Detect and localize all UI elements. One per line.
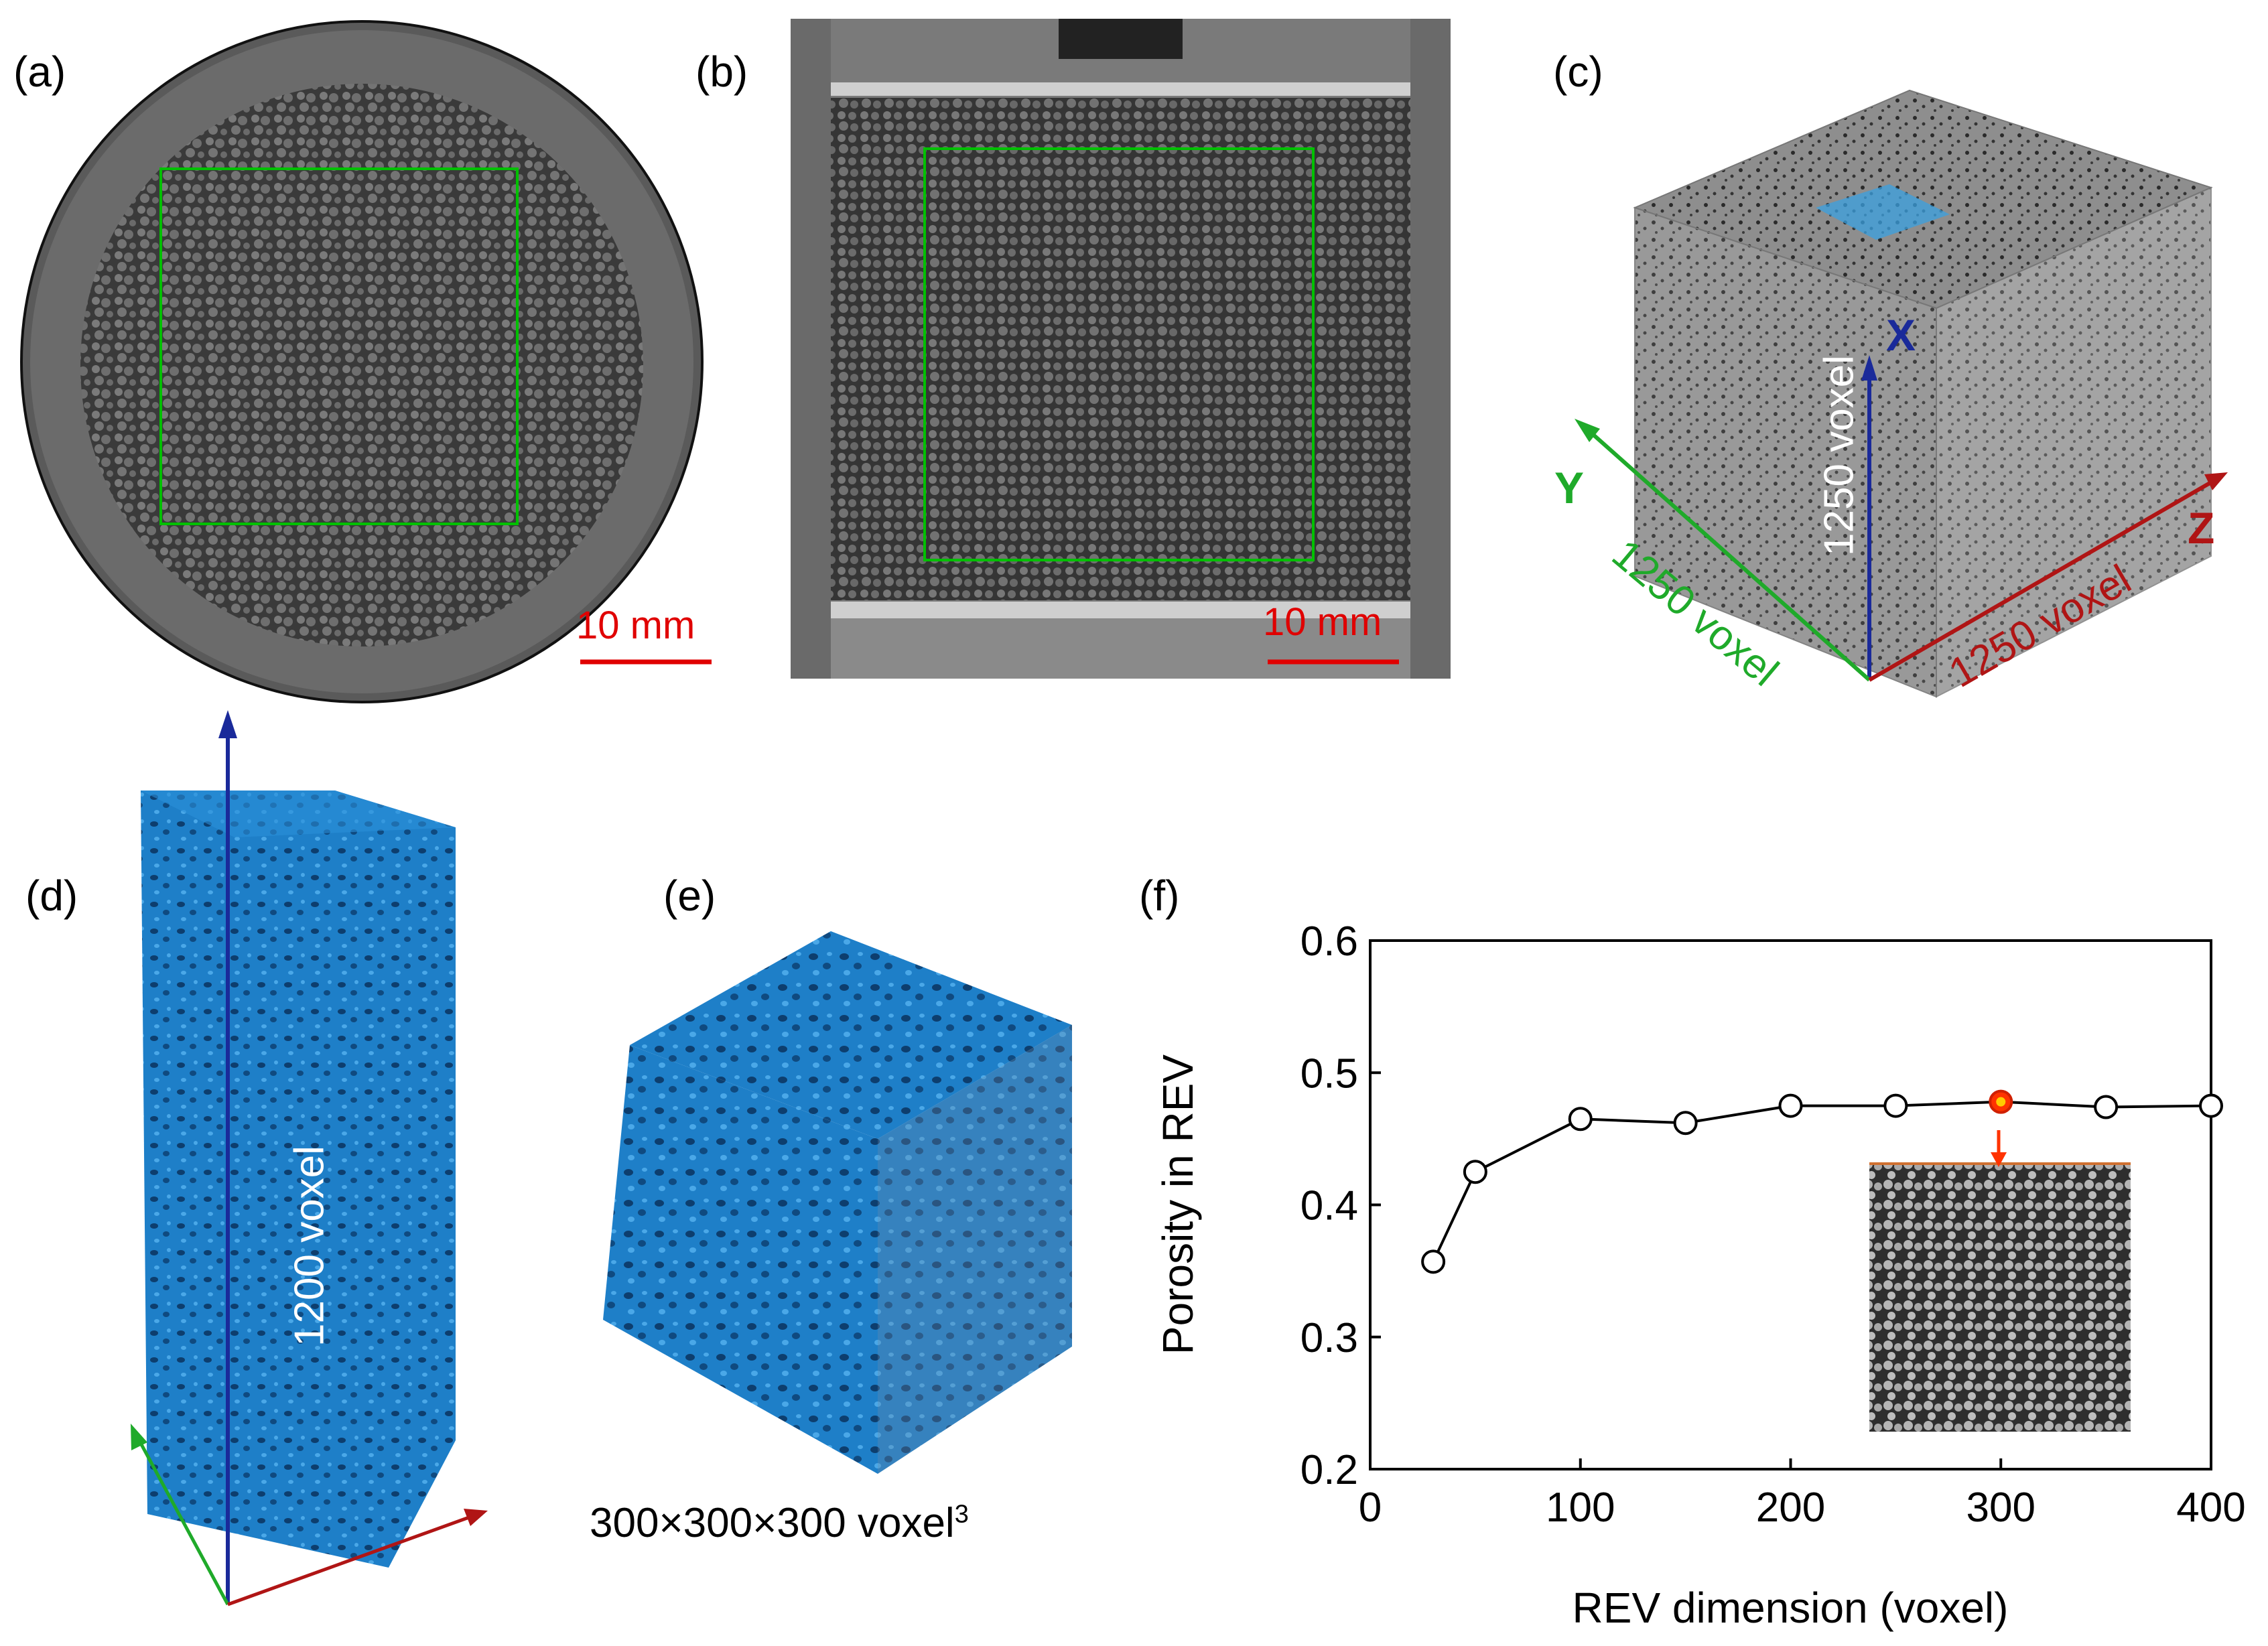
- axis-y-line: [135, 1436, 230, 1606]
- cube-left-face: [603, 1045, 878, 1474]
- caption-text: 300×300×300 voxel: [590, 1500, 955, 1546]
- roi-box: [159, 167, 519, 525]
- panel-b-label: (b): [695, 48, 748, 96]
- y-tick-label: 0.3: [1300, 1315, 1358, 1361]
- x-tick-label: 200: [1756, 1485, 1825, 1531]
- x-tick-label: 0: [1359, 1485, 1382, 1531]
- data-point: [1421, 1249, 1446, 1274]
- sample-side-section: [831, 98, 1410, 600]
- panel-b-ct-slice: [791, 19, 1451, 679]
- inset-ct-slice: [1869, 1164, 2131, 1432]
- cube-right-face: [878, 1025, 1072, 1474]
- cube-top-face: [630, 931, 1072, 1139]
- panel-e-caption: 300×300×300 voxel3: [590, 1499, 969, 1547]
- data-point: [1673, 1111, 1698, 1136]
- panel-c-label: (c): [1553, 48, 1603, 96]
- data-point: [1883, 1093, 1908, 1118]
- x-tick-label: 400: [2176, 1485, 2245, 1531]
- rev-column-body: [141, 791, 456, 1568]
- data-point: [2199, 1093, 2223, 1118]
- axis-x-label: X: [1886, 310, 1916, 360]
- panel-a-scale-bar-label: 10 mm: [576, 604, 695, 647]
- panel-a-ct-slice: [20, 20, 712, 703]
- inset-arrow-head: [1991, 1152, 2007, 1167]
- panel-d-rev-column: [131, 710, 488, 1606]
- cube-right-face: [1936, 186, 2212, 698]
- data-point: [1463, 1160, 1487, 1184]
- axis-z-line: [227, 1515, 470, 1606]
- axis-z-line: [1868, 480, 2212, 682]
- panel-c-3d-volume: [1575, 89, 2228, 698]
- x-tick-label: 100: [1546, 1485, 1615, 1531]
- x-axis-title: REV dimension (voxel): [1573, 1584, 2009, 1632]
- caption-superscript: 3: [954, 1500, 969, 1529]
- axis-z-label: Z: [2188, 503, 2215, 553]
- y-tick-label: 0.2: [1300, 1447, 1358, 1493]
- x-tick-label: 300: [1966, 1485, 2036, 1531]
- y-axis-title: Porosity in REV: [1154, 1054, 1202, 1355]
- roi-box: [923, 147, 1315, 561]
- data-point: [1568, 1107, 1593, 1131]
- porosity-series-points: [1421, 1089, 2223, 1274]
- y-axis: 0.2 0.3 0.4 0.5 0.6: [1300, 918, 1381, 1493]
- porosity-chart: 0.2 0.3 0.4 0.5 0.6 0 100 200 300 400 Porosity i…: [1154, 918, 2246, 1632]
- panel-b-scale-bar-label: 10 mm: [1263, 600, 1382, 644]
- panel-a-label: (a): [13, 48, 66, 96]
- y-tick-label: 0.6: [1300, 918, 1358, 965]
- y-tick-label: 0.4: [1300, 1183, 1358, 1229]
- panel-d-label: (d): [25, 872, 78, 920]
- axis-y-line: [1585, 427, 1871, 682]
- dim-label: 1200 voxel: [286, 1146, 333, 1347]
- axis-y-label: Y: [1554, 463, 1585, 512]
- data-point: [2094, 1095, 2119, 1119]
- data-point: [1778, 1093, 1803, 1118]
- sample-cross-section: [80, 84, 643, 646]
- y-tick-label: 0.5: [1300, 1050, 1358, 1097]
- inset-image: [1869, 1130, 2131, 1432]
- x-axis: 0 100 200 300 400: [1359, 1458, 2246, 1531]
- panel-f-label: (f): [1139, 872, 1180, 920]
- dim-x-label: 1250 voxel: [1816, 355, 1863, 556]
- highlighted-point-core: [1996, 1097, 2006, 1107]
- panel-e-rev-cube: [603, 931, 1072, 1474]
- rev-patch: [1816, 184, 1950, 240]
- panel-e-label: (e): [663, 872, 716, 920]
